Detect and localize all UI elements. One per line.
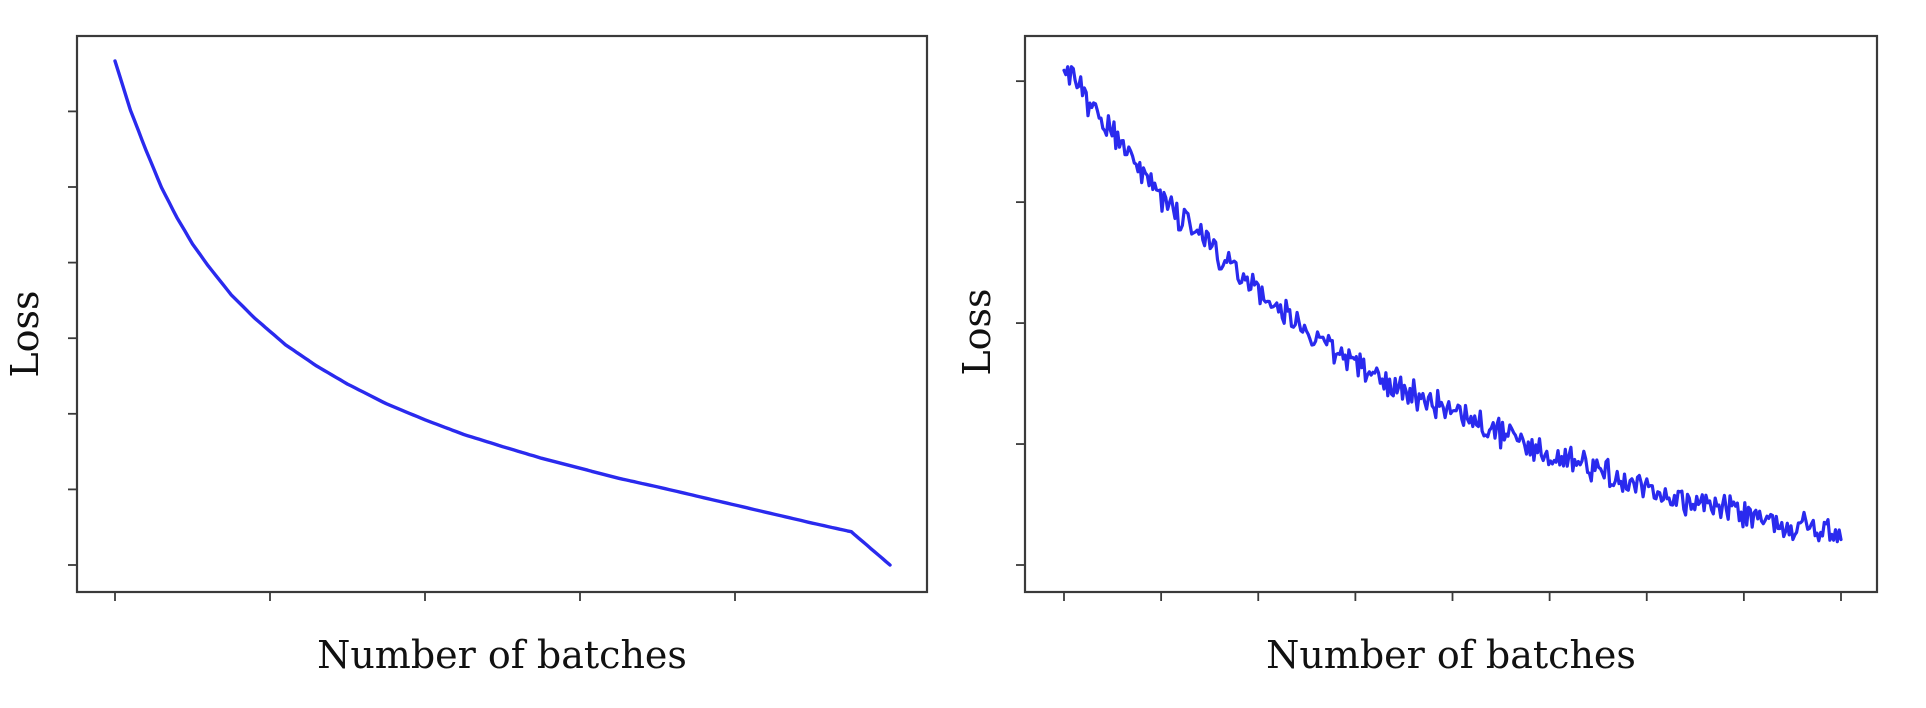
plot-frame: [75, 34, 929, 594]
series-line: [1062, 65, 1843, 544]
y-axis-label: Loss: [3, 290, 47, 377]
series-line: [113, 59, 892, 567]
x-axis-label: Number of batches: [317, 633, 687, 677]
x-axis-label: Number of batches: [1266, 633, 1636, 677]
chart-left: Number of batches Loss: [3, 34, 929, 677]
y-axis-label: Loss: [955, 288, 999, 375]
chart-right: Number of batches Loss: [955, 34, 1879, 677]
plot-frame: [1023, 34, 1879, 594]
